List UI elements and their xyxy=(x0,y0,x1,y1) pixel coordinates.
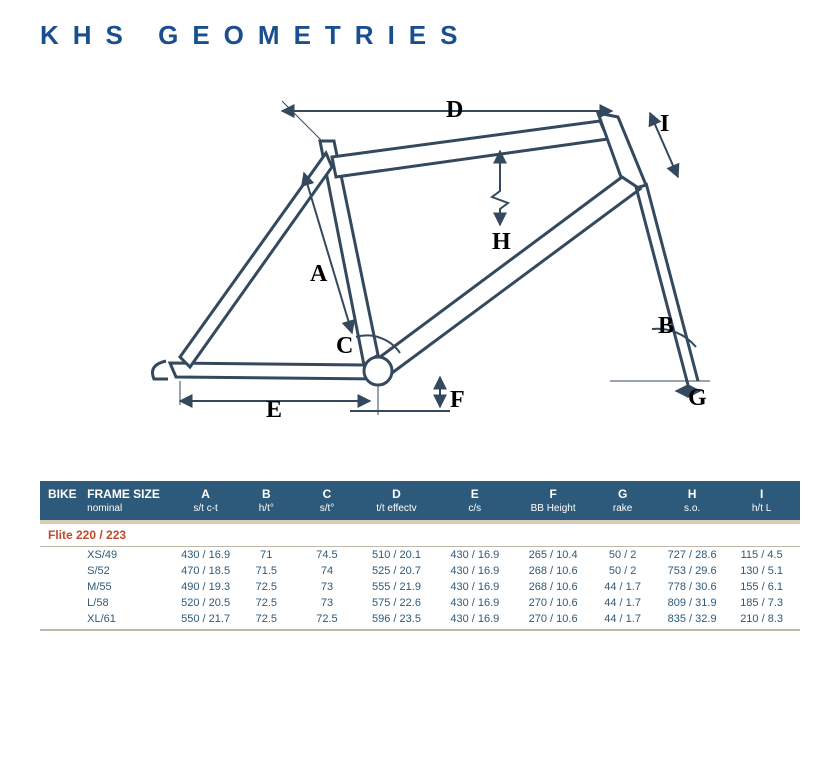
cell-a: 520 / 20.5 xyxy=(175,597,236,609)
cell-c: 74 xyxy=(297,565,358,577)
cell-f: 270 / 10.6 xyxy=(514,597,592,609)
geometry-table: BIKE FRAME SIZE nominal As/t c-t Bh/t° C… xyxy=(40,481,800,631)
cell-e: 430 / 16.9 xyxy=(436,597,514,609)
page-title: KHS GEOMETRIES xyxy=(40,20,800,51)
cell-bike xyxy=(48,549,87,561)
col-i: Ih/t L xyxy=(731,487,792,514)
cell-size: S/52 xyxy=(87,565,175,577)
table-row: S/52470 / 18.571.574525 / 20.7430 / 16.9… xyxy=(40,563,800,579)
model-name: Flite 220 / 223 xyxy=(40,524,800,547)
cell-size: XL/61 xyxy=(87,613,175,625)
cell-size: M/55 xyxy=(87,581,175,593)
cell-b: 72.5 xyxy=(236,613,297,625)
cell-h: 778 / 30.6 xyxy=(653,581,731,593)
cell-bike xyxy=(48,613,87,625)
cell-a: 470 / 18.5 xyxy=(175,565,236,577)
col-d: Dt/t effectv xyxy=(357,487,435,514)
table-row: XS/49430 / 16.97174.5510 / 20.1430 / 16.… xyxy=(40,547,800,563)
label-b: B xyxy=(658,313,674,339)
cell-d: 525 / 20.7 xyxy=(357,565,435,577)
cell-e: 430 / 16.9 xyxy=(436,549,514,561)
cell-e: 430 / 16.9 xyxy=(436,565,514,577)
cell-c: 74.5 xyxy=(297,549,358,561)
table-header-row: BIKE FRAME SIZE nominal As/t c-t Bh/t° C… xyxy=(40,481,800,524)
label-h: H xyxy=(492,229,511,255)
cell-i: 115 / 4.5 xyxy=(731,549,792,561)
label-c: C xyxy=(336,333,353,359)
cell-g: 44 / 1.7 xyxy=(592,613,653,625)
cell-b: 72.5 xyxy=(236,597,297,609)
col-c: Cs/t° xyxy=(297,487,358,514)
cell-size: L/58 xyxy=(87,597,175,609)
cell-c: 73 xyxy=(297,581,358,593)
cell-d: 596 / 23.5 xyxy=(357,613,435,625)
frame-diagram: D A H C E F B G I xyxy=(100,81,740,441)
cell-size: XS/49 xyxy=(87,549,175,561)
label-f: F xyxy=(450,387,465,413)
col-frame: FRAME SIZE nominal xyxy=(87,487,175,514)
cell-f: 270 / 10.6 xyxy=(514,613,592,625)
cell-g: 44 / 1.7 xyxy=(592,581,653,593)
cell-a: 490 / 19.3 xyxy=(175,581,236,593)
cell-f: 265 / 10.4 xyxy=(514,549,592,561)
cell-bike xyxy=(48,565,87,577)
label-g: G xyxy=(688,385,707,411)
cell-d: 510 / 20.1 xyxy=(357,549,435,561)
cell-bike xyxy=(48,597,87,609)
col-f: FBB Height xyxy=(514,487,592,514)
cell-c: 73 xyxy=(297,597,358,609)
cell-f: 268 / 10.6 xyxy=(514,581,592,593)
cell-g: 50 / 2 xyxy=(592,549,653,561)
col-a: As/t c-t xyxy=(175,487,236,514)
label-a: A xyxy=(310,261,328,287)
label-e: E xyxy=(266,397,282,423)
cell-a: 430 / 16.9 xyxy=(175,549,236,561)
cell-i: 130 / 5.1 xyxy=(731,565,792,577)
cell-h: 727 / 28.6 xyxy=(653,549,731,561)
cell-a: 550 / 21.7 xyxy=(175,613,236,625)
cell-g: 50 / 2 xyxy=(592,565,653,577)
cell-e: 430 / 16.9 xyxy=(436,613,514,625)
cell-h: 809 / 31.9 xyxy=(653,597,731,609)
col-b: Bh/t° xyxy=(236,487,297,514)
col-bike: BIKE xyxy=(48,487,87,514)
cell-f: 268 / 10.6 xyxy=(514,565,592,577)
cell-e: 430 / 16.9 xyxy=(436,581,514,593)
col-e: Ec/s xyxy=(436,487,514,514)
cell-d: 575 / 22.6 xyxy=(357,597,435,609)
cell-i: 155 / 6.1 xyxy=(731,581,792,593)
cell-c: 72.5 xyxy=(297,613,358,625)
table-row: XL/61550 / 21.772.572.5596 / 23.5430 / 1… xyxy=(40,611,800,627)
label-d: D xyxy=(446,97,463,123)
table-row: L/58520 / 20.572.573575 / 22.6430 / 16.9… xyxy=(40,595,800,611)
cell-d: 555 / 21.9 xyxy=(357,581,435,593)
cell-h: 835 / 32.9 xyxy=(653,613,731,625)
cell-h: 753 / 29.6 xyxy=(653,565,731,577)
cell-bike xyxy=(48,581,87,593)
cell-b: 71.5 xyxy=(236,565,297,577)
cell-b: 72.5 xyxy=(236,581,297,593)
table-row: M/55490 / 19.372.573555 / 21.9430 / 16.9… xyxy=(40,579,800,595)
col-h: Hs.o. xyxy=(653,487,731,514)
cell-g: 44 / 1.7 xyxy=(592,597,653,609)
table-footer-rule xyxy=(40,629,800,631)
cell-i: 185 / 7.3 xyxy=(731,597,792,609)
cell-b: 71 xyxy=(236,549,297,561)
col-g: Grake xyxy=(592,487,653,514)
label-i: I xyxy=(660,111,669,137)
cell-i: 210 / 8.3 xyxy=(731,613,792,625)
